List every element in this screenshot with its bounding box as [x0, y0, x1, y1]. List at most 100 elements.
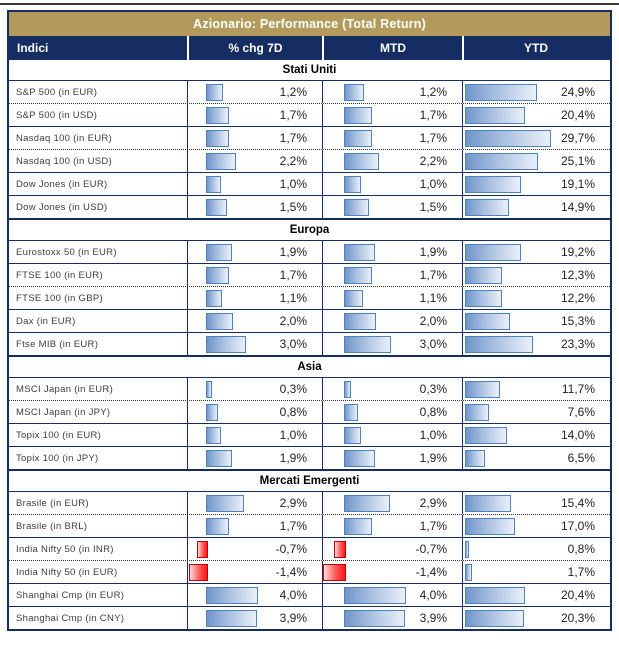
bar-cell-mtd: 3,9%: [322, 607, 462, 629]
bar-cell-chg7d: 1,7%: [187, 127, 322, 149]
section-header: Europa: [9, 219, 610, 241]
cell-value: 17,0%: [560, 519, 595, 533]
cell-value: 1,7%: [279, 519, 307, 533]
positive-data-bar: [206, 494, 245, 512]
table-row: Ftse MIB (in EUR) 3,0% 3,0% 23,3%: [9, 333, 610, 356]
cell-value: 11,7%: [561, 382, 595, 396]
positive-data-bar: [465, 266, 502, 284]
row-label: Shanghai Cmp (in EUR): [16, 589, 125, 601]
positive-data-bar: [206, 289, 222, 307]
bar-cell-ytd: 14,9%: [462, 196, 610, 218]
bar-cell-ytd: 19,2%: [462, 241, 610, 263]
positive-data-bar: [344, 312, 376, 330]
cell-value: 1,9%: [279, 245, 307, 259]
table-row: Brasile (in BRL) 1,7% 1,7% 17,0%: [9, 515, 610, 538]
cell-value: 1,1%: [279, 291, 307, 305]
section-header: Mercati Emergenti: [9, 470, 610, 492]
bar-cell-ytd: 1,7%: [462, 561, 610, 583]
positive-data-bar: [465, 152, 539, 170]
cell-value: 0,3%: [279, 382, 307, 396]
positive-data-bar: [344, 609, 405, 627]
top-divider-line: [0, 3, 619, 5]
cell-value: 19,1%: [560, 177, 595, 191]
bar-cell-chg7d: 1,5%: [187, 196, 322, 218]
bar-cell-ytd: 25,1%: [462, 150, 610, 172]
positive-data-bar: [206, 403, 218, 421]
table-row: Shanghai Cmp (in EUR) 4,0% 4,0% 20,4%: [9, 584, 610, 607]
cell-value: 12,2%: [560, 291, 595, 305]
positive-data-bar: [344, 243, 375, 261]
negative-data-bar: [188, 563, 208, 581]
table-row: Topix 100 (in EUR) 1,0% 1,0% 14,0%: [9, 424, 610, 447]
cell-value: -0,7%: [415, 542, 447, 556]
positive-data-bar: [465, 517, 516, 535]
bar-cell-chg7d: 2,0%: [187, 310, 322, 332]
col-header-indici: Indici: [17, 41, 49, 55]
bar-cell-mtd: 2,2%: [322, 150, 462, 172]
negative-data-bar: [333, 540, 346, 558]
table-row: FTSE 100 (in GBP) 1,1% 1,1% 12,2%: [9, 287, 610, 310]
section-header: Stati Uniti: [9, 60, 610, 81]
row-label: Dow Jones (in USD): [16, 201, 108, 213]
cell-value: 1,2%: [419, 85, 447, 99]
bar-cell-chg7d: 3,0%: [187, 333, 322, 355]
bar-cell-ytd: 17,0%: [462, 515, 610, 537]
cell-value: 3,9%: [419, 611, 447, 625]
table-row: Topix 100 (in JPY) 1,9% 1,9% 6,5%: [9, 447, 610, 470]
row-label: Brasile (in EUR): [16, 497, 89, 509]
positive-data-bar: [206, 609, 257, 627]
bar-cell-ytd: 15,4%: [462, 492, 610, 514]
cell-value: 1,5%: [279, 200, 307, 214]
row-label: Topix 100 (in JPY): [16, 452, 99, 464]
row-label: Topix 100 (in EUR): [16, 429, 102, 441]
bar-cell-ytd: 6,5%: [462, 447, 610, 469]
bar-cell-chg7d: 1,2%: [187, 81, 322, 103]
table-row: Dow Jones (in USD) 1,5% 1,5% 14,9%: [9, 196, 610, 219]
bar-cell-ytd: 20,3%: [462, 607, 610, 629]
cell-value: 20,4%: [560, 588, 595, 602]
bar-cell-ytd: 20,4%: [462, 584, 610, 606]
positive-data-bar: [465, 494, 511, 512]
positive-data-bar: [206, 266, 230, 284]
bar-cell-mtd: 2,9%: [322, 492, 462, 514]
bar-cell-mtd: 0,3%: [322, 378, 462, 400]
positive-data-bar: [344, 335, 391, 353]
positive-data-bar: [344, 403, 358, 421]
cell-value: -1,4%: [275, 565, 307, 579]
bar-cell-ytd: 23,3%: [462, 333, 610, 355]
col-header-chg7d: % chg 7D: [187, 36, 322, 60]
cell-value: 20,4%: [560, 108, 595, 122]
cell-value: 4,0%: [419, 588, 447, 602]
performance-table: Azionario: Performance (Total Return) In…: [7, 10, 612, 631]
bar-cell-chg7d: 1,7%: [187, 515, 322, 537]
table-row: India Nifty 50 (in EUR) -1,4% -1,4% 1,7%: [9, 561, 610, 584]
positive-data-bar: [344, 517, 372, 535]
positive-data-bar: [465, 449, 486, 467]
table-row: India Nifty 50 (in INR) -0,7% -0,7% 0,8%: [9, 538, 610, 561]
positive-data-bar: [344, 198, 369, 216]
col-header-ytd: YTD: [462, 36, 608, 60]
row-label: MSCI Japan (in JPY): [16, 406, 111, 418]
positive-data-bar: [206, 129, 230, 147]
cell-value: -0,7%: [275, 542, 307, 556]
positive-data-bar: [206, 380, 212, 398]
table-row: Brasile (in EUR) 2,9% 2,9% 15,4%: [9, 492, 610, 515]
row-label: S&P 500 (in EUR): [16, 86, 98, 98]
positive-data-bar: [344, 380, 351, 398]
cell-value: 6,5%: [567, 451, 595, 465]
negative-data-bar: [323, 563, 346, 581]
cell-value: 15,4%: [560, 496, 595, 510]
positive-data-bar: [344, 83, 364, 101]
row-label: FTSE 100 (in EUR): [16, 269, 103, 281]
positive-data-bar: [465, 586, 525, 604]
cell-value: 1,9%: [419, 451, 447, 465]
positive-data-bar: [206, 312, 233, 330]
bar-cell-chg7d: 4,0%: [187, 584, 322, 606]
cell-value: 3,0%: [279, 337, 307, 351]
row-label: MSCI Japan (in EUR): [16, 383, 114, 395]
positive-data-bar: [344, 494, 390, 512]
cell-value: 19,2%: [560, 245, 595, 259]
bar-cell-ytd: 20,4%: [462, 104, 610, 126]
cell-value: 1,0%: [279, 177, 307, 191]
row-label: Nasdaq 100 (in EUR): [16, 132, 112, 144]
